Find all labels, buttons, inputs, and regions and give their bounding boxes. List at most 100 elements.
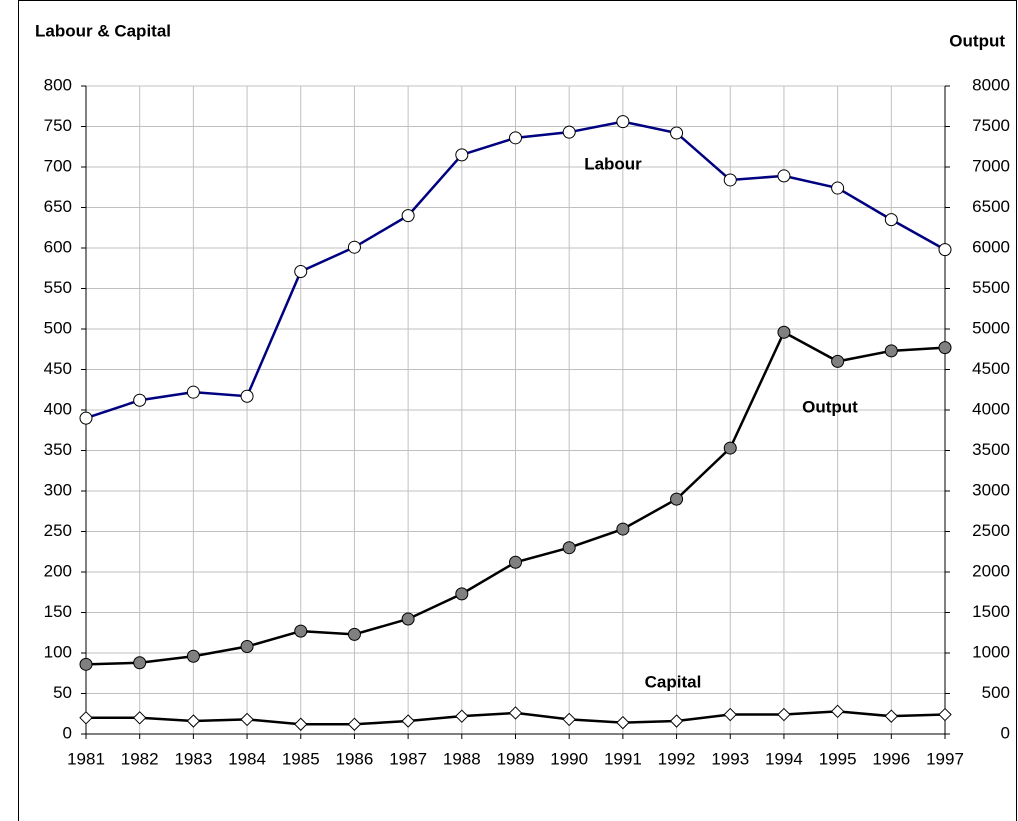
marker: [830, 704, 845, 719]
series-label: Labour: [584, 154, 642, 173]
marker: [347, 627, 361, 641]
marker: [455, 709, 469, 723]
marker: [831, 354, 845, 368]
marker: [240, 640, 254, 654]
y2-tick-label: 5000: [972, 318, 1010, 337]
x-tick-label: 1994: [765, 749, 803, 768]
y2-tick-label: 3500: [972, 440, 1010, 459]
y2-tick-label: 500: [982, 683, 1010, 702]
marker: [401, 714, 415, 728]
marker: [884, 213, 898, 227]
marker: [240, 389, 254, 403]
y-tick-label: 700: [44, 156, 72, 175]
series-label: Output: [802, 397, 858, 416]
y-tick-label: 600: [44, 237, 72, 256]
series-label: Capital: [645, 672, 702, 691]
marker: [79, 711, 93, 725]
marker: [294, 624, 308, 638]
marker: [294, 264, 308, 278]
y-tick-label: 750: [44, 116, 72, 135]
x-tick-label: 1983: [174, 749, 212, 768]
y2-axis-title: Output: [949, 31, 1005, 50]
y2-tick-label: 1500: [972, 602, 1010, 621]
marker: [133, 393, 147, 407]
marker: [777, 707, 791, 722]
marker: [616, 115, 630, 129]
x-tick-label: 1991: [604, 749, 642, 768]
marker: [240, 712, 254, 727]
marker: [347, 240, 361, 254]
y2-tick-label: 7000: [972, 156, 1010, 175]
marker: [723, 441, 737, 455]
y2-tick-label: 7500: [972, 116, 1010, 135]
y-tick-label: 300: [44, 480, 72, 499]
y-tick-label: 450: [44, 359, 72, 378]
marker: [938, 707, 952, 722]
marker: [669, 714, 684, 728]
y2-tick-label: 6000: [972, 237, 1010, 256]
y-tick-label: 100: [44, 642, 72, 661]
y2-tick-label: 3000: [972, 480, 1010, 499]
x-tick-label: 1986: [336, 749, 374, 768]
x-tick-label: 1996: [872, 749, 910, 768]
marker: [723, 173, 737, 187]
marker: [562, 541, 576, 555]
marker: [455, 587, 469, 601]
x-tick-label: 1993: [711, 749, 749, 768]
marker: [562, 712, 576, 727]
y-tick-label: 650: [44, 197, 72, 216]
y2-tick-label: 4500: [972, 359, 1010, 378]
marker: [884, 344, 898, 358]
y-tick-label: 400: [44, 399, 72, 418]
marker: [884, 709, 899, 723]
marker: [616, 522, 630, 536]
x-tick-label: 1987: [389, 749, 427, 768]
marker: [831, 181, 845, 195]
x-tick-label: 1982: [121, 749, 159, 768]
y-tick-label: 800: [44, 75, 72, 94]
marker: [455, 148, 469, 162]
y-tick-label: 500: [44, 318, 72, 337]
marker: [670, 126, 684, 140]
y-tick-label: 250: [44, 521, 72, 540]
marker: [186, 385, 200, 399]
y2-tick-label: 6500: [972, 197, 1010, 216]
y-tick-label: 0: [63, 723, 72, 742]
x-tick-label: 1989: [497, 749, 535, 768]
x-tick-label: 1985: [282, 749, 320, 768]
marker: [79, 411, 93, 425]
y2-tick-label: 1000: [972, 642, 1010, 661]
y2-tick-label: 2500: [972, 521, 1010, 540]
y-tick-label: 50: [53, 683, 72, 702]
chart-frame: [18, 0, 1017, 821]
marker: [509, 555, 522, 569]
marker: [186, 649, 200, 663]
marker: [670, 492, 684, 506]
marker: [562, 125, 576, 139]
marker: [938, 243, 952, 257]
marker: [79, 657, 93, 671]
marker: [723, 707, 737, 722]
x-tick-label: 1990: [550, 749, 588, 768]
y-tick-label: 350: [44, 440, 72, 459]
marker: [401, 209, 415, 223]
marker: [133, 656, 147, 670]
marker: [777, 169, 791, 183]
marker: [777, 325, 791, 339]
marker: [132, 711, 147, 725]
marker: [938, 341, 952, 355]
marker: [509, 131, 522, 145]
marker: [347, 717, 362, 731]
y2-tick-label: 2000: [972, 561, 1010, 580]
marker: [294, 717, 308, 731]
marker: [508, 706, 523, 720]
y2-tick-label: 5500: [972, 278, 1010, 297]
y-tick-label: 550: [44, 278, 72, 297]
x-tick-label: 1988: [443, 749, 481, 768]
y2-tick-label: 4000: [972, 399, 1010, 418]
marker: [186, 714, 201, 728]
marker: [616, 715, 630, 730]
y2-tick-label: 0: [1001, 723, 1010, 742]
y-tick-label: 200: [44, 561, 72, 580]
